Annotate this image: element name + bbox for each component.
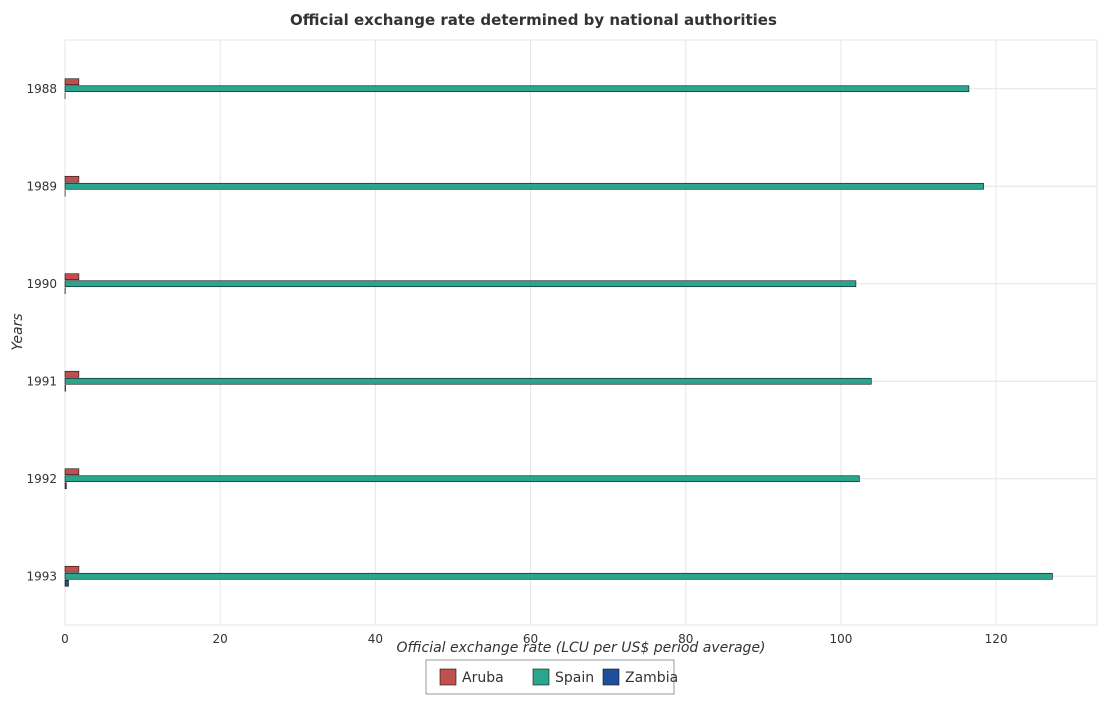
bar-aruba-1992 — [65, 469, 79, 475]
bar-spain-1991 — [65, 378, 871, 384]
x-tick-label: 120 — [985, 632, 1008, 646]
bar-aruba-1993 — [65, 566, 79, 572]
legend-swatch-zambia — [603, 669, 619, 685]
x-tick-label: 40 — [368, 632, 383, 646]
x-tick-label: 20 — [213, 632, 228, 646]
bar-aruba-1989 — [65, 176, 79, 182]
bar-spain-1992 — [65, 476, 859, 482]
legend: Aruba Spain Zambia — [426, 660, 678, 694]
y-tick-label: 1990 — [26, 277, 57, 291]
y-tick-label: 1993 — [26, 569, 57, 583]
bar-spain-1993 — [65, 573, 1052, 579]
legend-label-spain: Spain — [555, 670, 594, 686]
legend-label-zambia: Zambia — [625, 670, 678, 686]
legend-swatch-spain — [533, 669, 549, 685]
bar-zambia-1991 — [65, 385, 66, 391]
bar-zambia-1993 — [65, 580, 69, 586]
bar-spain-1989 — [65, 183, 984, 189]
y-tick-labels: 1988 1989 1990 1991 1992 1993 — [26, 82, 57, 584]
bar-aruba-1988 — [65, 79, 79, 85]
legend-swatch-aruba — [440, 669, 456, 685]
x-axis-label: Official exchange rate (LCU per US$ peri… — [396, 640, 765, 656]
bar-aruba-1991 — [65, 371, 79, 377]
bar-spain-1988 — [65, 86, 969, 92]
bar-spain-1990 — [65, 281, 856, 287]
y-axis-label: Years — [10, 313, 26, 350]
y-tick-label: 1988 — [26, 82, 57, 96]
y-tick-label: 1991 — [26, 374, 57, 388]
x-tick-label: 0 — [61, 632, 69, 646]
legend-label-aruba: Aruba — [462, 670, 504, 686]
x-tick-label: 100 — [829, 632, 852, 646]
y-tick-label: 1989 — [26, 179, 57, 193]
y-tick-label: 1992 — [26, 472, 57, 486]
bar-aruba-1990 — [65, 274, 79, 280]
bar-zambia-1992 — [65, 483, 66, 489]
chart-title: Official exchange rate determined by nat… — [290, 11, 777, 29]
